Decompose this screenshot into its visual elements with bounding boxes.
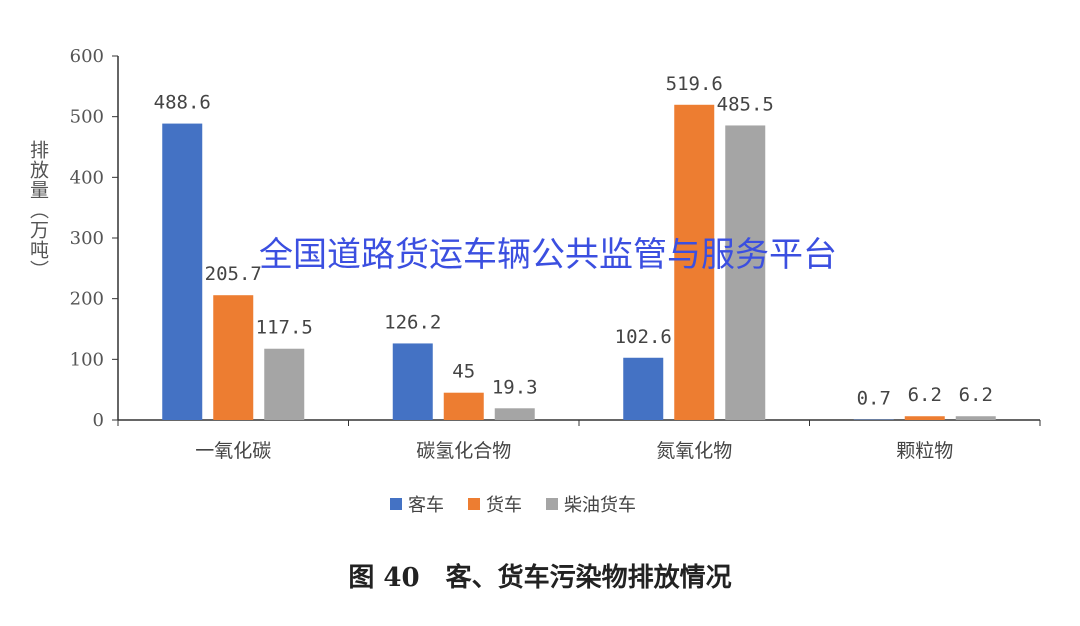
data-label: 205.7	[205, 263, 262, 285]
watermark: 全国道路货运车辆公共监管与服务平台	[259, 235, 837, 275]
bar	[904, 416, 945, 420]
bar	[162, 123, 203, 420]
bar	[494, 408, 535, 420]
data-label: 126.2	[384, 311, 441, 333]
category-label: 颗粒物	[896, 440, 953, 462]
bar	[264, 348, 305, 420]
y-tick-label: 500	[70, 107, 104, 128]
data-label: 485.5	[717, 93, 774, 115]
category-label: 碳氢化合物	[416, 440, 511, 462]
bar	[623, 357, 664, 420]
legend-label: 客车	[408, 495, 444, 516]
chart-caption: 图 40 客、货车污染物排放情况	[348, 562, 731, 593]
category-label: 一氧化碳	[195, 440, 271, 462]
legend-swatch	[546, 498, 558, 510]
bar	[392, 343, 433, 420]
bar	[213, 295, 254, 420]
data-label: 6.2	[959, 384, 993, 406]
data-label: 6.2	[908, 384, 942, 406]
bar	[955, 416, 996, 420]
data-label: 19.3	[492, 376, 538, 398]
legend-label: 货车	[486, 495, 522, 516]
bar	[725, 125, 766, 421]
data-label: 0.7	[857, 388, 891, 410]
y-tick-label: 400	[70, 167, 104, 188]
bar	[674, 104, 715, 420]
data-label: 102.6	[615, 326, 672, 348]
y-tick-label: 0	[93, 410, 104, 431]
legend-label: 柴油货车	[564, 495, 636, 516]
data-label: 519.6	[666, 73, 723, 95]
y-tick-label: 100	[70, 349, 104, 370]
data-label: 488.6	[154, 92, 211, 114]
bar	[443, 392, 484, 420]
y-axis-label: 排放量（万吨）	[27, 140, 49, 280]
category-label: 氮氧化物	[656, 440, 732, 462]
y-tick-label: 600	[70, 46, 104, 67]
data-label: 117.5	[256, 317, 313, 339]
data-label: 45	[452, 361, 475, 383]
y-tick-label: 200	[70, 289, 104, 310]
y-tick-label: 300	[70, 228, 104, 249]
legend-swatch	[390, 498, 402, 510]
legend-swatch	[468, 498, 480, 510]
